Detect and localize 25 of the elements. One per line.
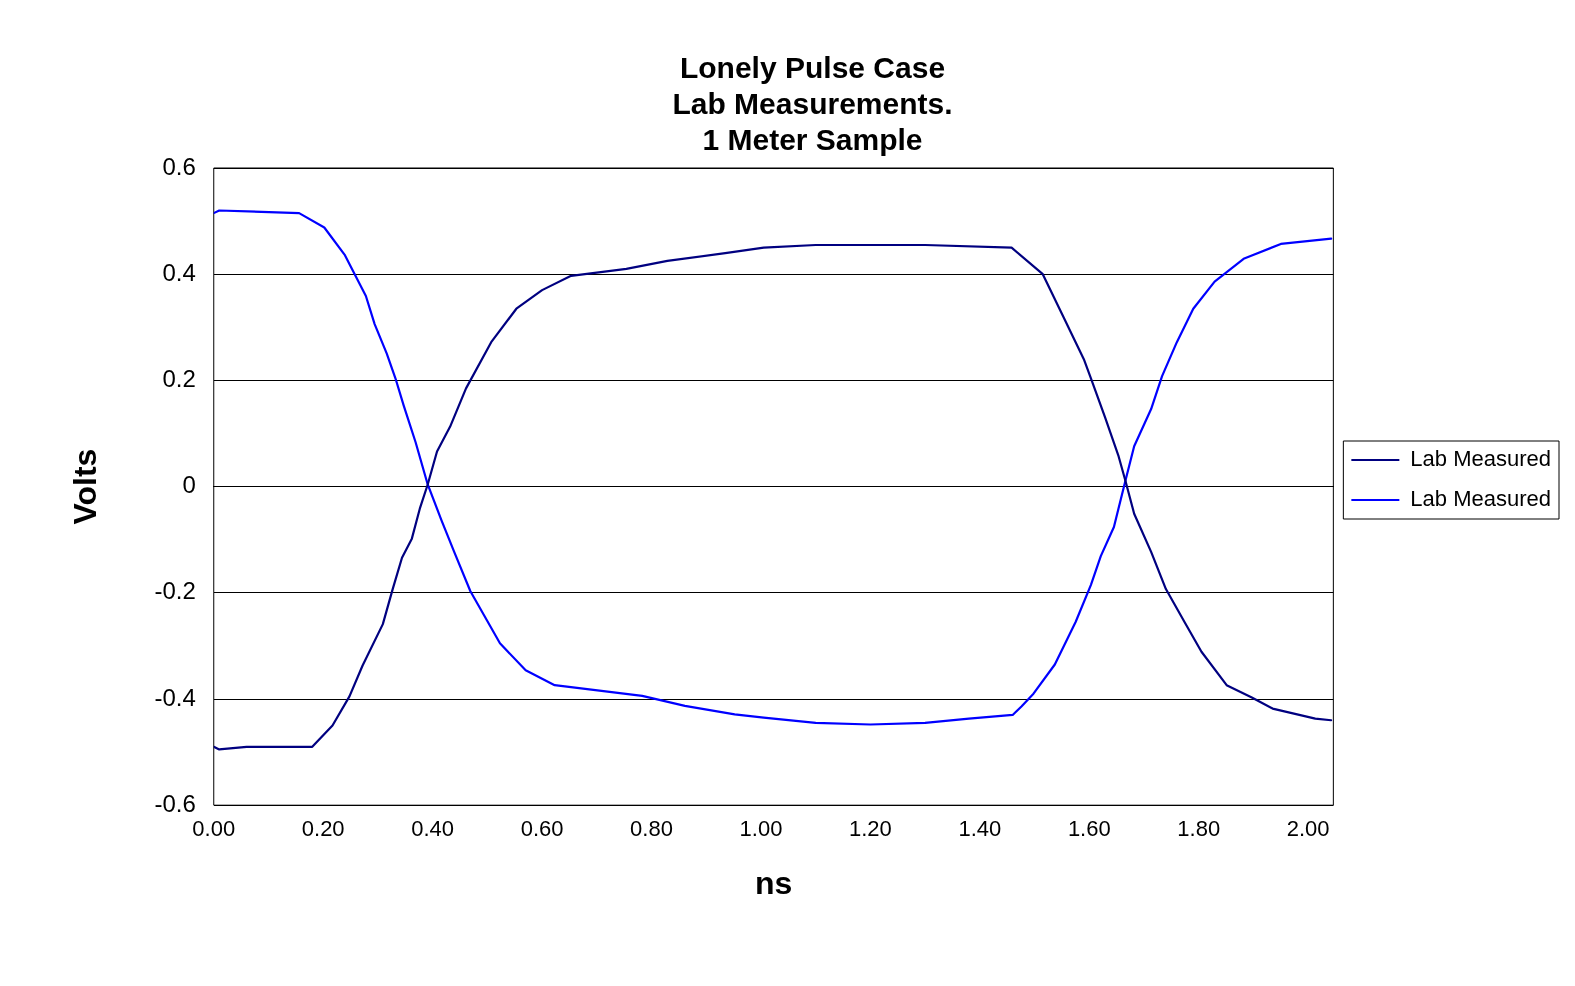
legend-label: Lab Measured xyxy=(1410,446,1552,472)
x-tick-label: 1.00 xyxy=(739,816,783,842)
x-tick-label: 2.00 xyxy=(1286,816,1330,842)
x-tick-label: 0.80 xyxy=(630,816,673,842)
y-tick-label: -0.4 xyxy=(154,683,196,711)
y-tick-label: 0 xyxy=(182,471,196,499)
x-tick-label: 0.60 xyxy=(520,816,564,842)
y-tick-label: 0.4 xyxy=(162,258,196,286)
y-tick-label: 0.6 xyxy=(162,152,196,180)
x-tick-label: 1.20 xyxy=(849,816,892,842)
x-axis-title: ns xyxy=(754,864,793,901)
x-tick-label: 0.40 xyxy=(411,816,455,842)
legend-label: Lab Measured xyxy=(1410,486,1552,512)
x-tick-label: 1.60 xyxy=(1067,816,1111,842)
y-tick-label: -0.2 xyxy=(154,577,196,605)
x-tick-label: 1.40 xyxy=(958,816,1002,842)
y-tick-label: -0.6 xyxy=(154,789,196,817)
y-tick-label: 0.2 xyxy=(162,365,196,393)
x-tick-label: 0.20 xyxy=(301,816,345,842)
text: Lab Measurements. xyxy=(672,87,953,121)
x-tick-label: 1.80 xyxy=(1177,816,1221,842)
text: 1 Meter Sample xyxy=(702,123,923,157)
y-axis-title: Volts xyxy=(67,448,104,525)
text: Lonely Pulse Case xyxy=(679,51,946,85)
x-tick-label: 0.00 xyxy=(192,816,236,842)
